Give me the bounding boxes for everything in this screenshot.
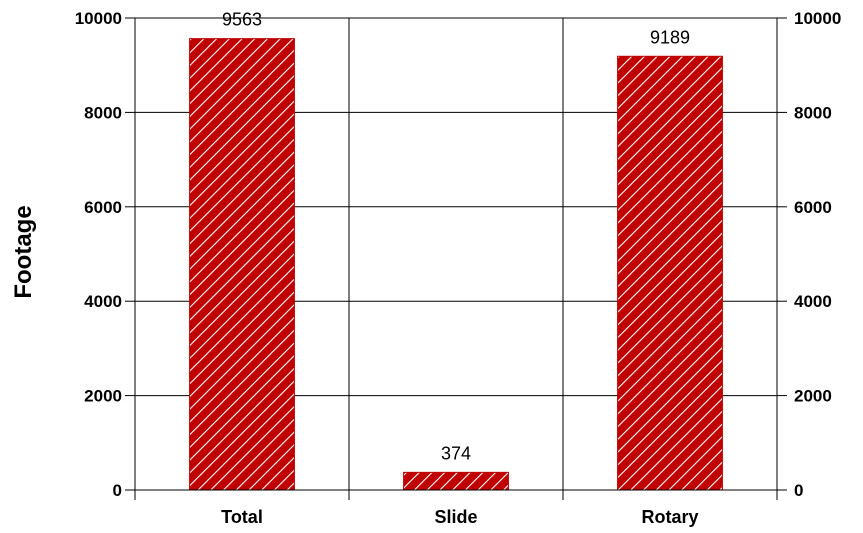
data-label: 9189 [650, 27, 690, 47]
category-labels: Total Slide Rotary [221, 507, 698, 527]
left-tick-label: 4000 [84, 292, 122, 311]
right-tick-label: 0 [794, 481, 803, 500]
category-label: Rotary [641, 507, 698, 527]
category-label: Slide [434, 507, 477, 527]
right-tick-label: 6000 [794, 198, 832, 217]
bars [190, 39, 723, 490]
right-tick-label: 10000 [794, 9, 841, 28]
left-tick-label: 0 [113, 481, 122, 500]
left-tick-label: 6000 [84, 198, 122, 217]
data-label: 374 [441, 443, 471, 463]
data-label: 9563 [222, 10, 262, 30]
category-label: Total [221, 507, 263, 527]
bar-total [190, 39, 295, 490]
left-axis-tick-labels: 0 2000 4000 6000 8000 10000 [75, 9, 122, 500]
left-tick-label: 8000 [84, 103, 122, 122]
right-axis-tick-labels: 0 2000 4000 6000 8000 10000 [794, 9, 841, 500]
left-tick-label: 10000 [75, 9, 122, 28]
right-tick-label: 2000 [794, 387, 832, 406]
right-tick-label: 8000 [794, 103, 832, 122]
bar-rotary [618, 56, 723, 490]
right-tick-label: 4000 [794, 292, 832, 311]
bar-slide [404, 472, 509, 490]
y-axis-label: Footage [10, 205, 37, 298]
left-tick-label: 2000 [84, 387, 122, 406]
